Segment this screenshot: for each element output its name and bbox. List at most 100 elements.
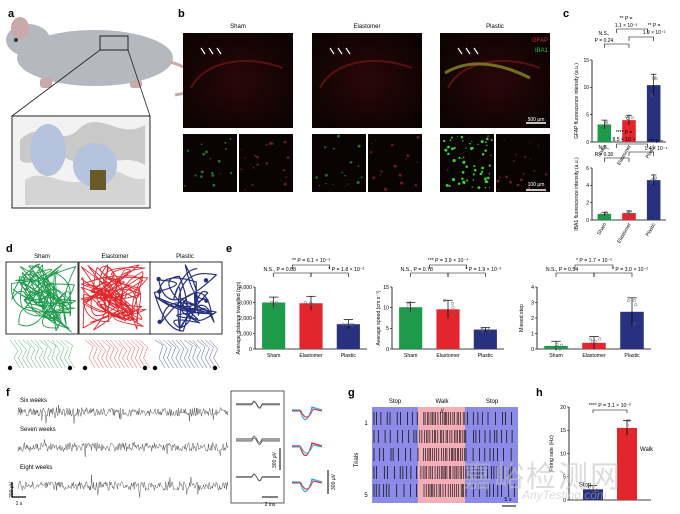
data-point (408, 301, 412, 305)
watermark-cn: 嘉峪检测网 (462, 461, 622, 494)
y-tick-label: 2,000 (239, 316, 252, 322)
y-tick-label: 3,000 (239, 300, 252, 306)
b-zoom-image-0-0 (183, 134, 237, 192)
y-tick-label: 1 (531, 331, 534, 337)
b-cell-dot (324, 146, 327, 149)
y-tick-label: 0 (586, 140, 589, 146)
b-label-elastomer: Elastomer (353, 24, 380, 30)
chart-missed-step: 0 1 2 3 4 Missed step Sham Elastomer Plastic * P … (519, 258, 651, 359)
b-cell-dot (522, 172, 525, 175)
bar-2 (620, 311, 644, 349)
b-cell-dot (450, 147, 454, 151)
b-cell-dot (200, 143, 203, 146)
d-stick-frame (126, 339, 138, 369)
f-inset-wave-1 (236, 437, 280, 445)
x-tick-label-1: Elastomer (616, 222, 633, 245)
d-stick-frame (18, 339, 29, 369)
e-sig-right-2: * P = 3.0 × 10⁻² (612, 267, 648, 273)
bar-2 (646, 85, 661, 142)
b-cell-dot (516, 183, 520, 187)
data-point (314, 306, 318, 310)
d-label-sham: Sham (34, 254, 50, 260)
y-tick-label: 3 (531, 300, 534, 306)
b-arrow-1-0 (329, 47, 335, 55)
y-tick-label: 2 (531, 316, 534, 322)
b-cell-dot (473, 168, 477, 172)
b-legend-iba1: IBA1 (535, 48, 549, 54)
d-stick-frame (22, 339, 33, 369)
h-point (591, 488, 595, 493)
y-tick-label: 10 (583, 85, 589, 91)
h-point (625, 419, 629, 423)
b-arrow-1-1 (337, 47, 343, 55)
b-cell-dot (254, 154, 257, 157)
y-tick-label: 10 (383, 305, 389, 311)
y-tick-label: 4 (531, 285, 534, 291)
b-cell-dot (360, 176, 363, 179)
e-sig-top-2: * P = 1.7 × 10⁻² (576, 258, 612, 264)
gait-stick-diagrams (7, 339, 220, 371)
b-cell-dot (209, 158, 212, 160)
f-inset-scale-t-label: 2 ms (265, 502, 276, 508)
d-foot-marker-start (7, 365, 13, 371)
d-stick-frame (51, 339, 63, 369)
y-tick-label: 4 (586, 183, 589, 189)
panel-letter-e: e (226, 243, 232, 255)
b-cell-dot (503, 138, 505, 141)
bar-1 (436, 309, 460, 349)
e-sig-left-0: N.S., P = 0.88 (263, 267, 295, 273)
d-stick-frame (89, 339, 100, 369)
data-point (553, 346, 557, 350)
data-point (627, 299, 631, 303)
d-stick-frame (9, 339, 21, 369)
data-point (349, 323, 353, 327)
sig-bracket (604, 43, 630, 48)
b-cell-dot (488, 186, 490, 189)
h-point (626, 423, 630, 427)
c-bot-ns-p: P = 0.30 (595, 152, 614, 158)
data-point (480, 328, 484, 332)
y-tick-label: 5 (586, 112, 589, 118)
b-cell-dot (443, 139, 446, 143)
data-point (270, 300, 274, 304)
e-sig-top-1: *** P = 3.9 × 10⁻⁴ (428, 258, 469, 264)
d-stick-frame (209, 339, 220, 369)
panel-letter-a: a (8, 8, 15, 20)
f-inset-wave-2 (236, 474, 280, 482)
data-point (351, 323, 355, 327)
b-cell-dot (490, 154, 492, 156)
d-stick-frame (196, 339, 208, 369)
electrophysiology-traces (17, 404, 229, 498)
fluorescence-images (183, 33, 550, 192)
h-bar-1 (617, 427, 637, 500)
d-trajectory-1 (80, 264, 149, 331)
x-tick-label-0: Sham (267, 353, 281, 359)
d-stick-frame (60, 339, 71, 369)
b-cell-dot (283, 182, 287, 186)
data-point (558, 347, 562, 351)
b-cell-dot (285, 176, 288, 178)
x-tick-label-2: Plastic (478, 353, 494, 359)
y-axis-label: Average distance travelled (cm) (236, 281, 242, 354)
sig-bracket (447, 272, 486, 277)
b-cell-dot (332, 147, 335, 150)
b-cell-dot (324, 173, 328, 177)
y-axis-label: Average speed (cm s⁻¹) (376, 290, 382, 345)
sig-bracket (616, 28, 648, 33)
spinal-implant-closeup (11, 115, 151, 209)
d-stick-frame (26, 339, 38, 369)
sig-bracket (429, 264, 467, 269)
h-y-tick-label: 0 (563, 498, 566, 504)
b-cell-dot (200, 170, 204, 174)
d-stick-frame (171, 339, 183, 369)
h-sig-label: **** P = 3.1 × 10⁻⁶ (589, 403, 632, 409)
panel-letter-d: d (6, 243, 13, 255)
x-tick-label-0: Sham (596, 222, 608, 236)
b-cell-dot (462, 160, 466, 164)
b-cell-dot (229, 138, 232, 140)
d-stick-frame (114, 339, 125, 369)
f-spike-b-0 (292, 408, 323, 418)
b-cell-dot (484, 177, 487, 180)
b-cell-dot (469, 142, 471, 145)
